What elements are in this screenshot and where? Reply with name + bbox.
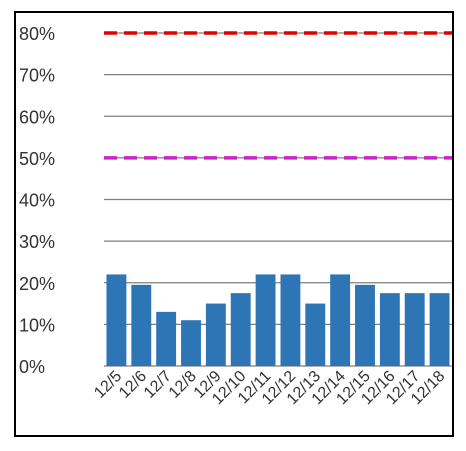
bar xyxy=(355,284,375,366)
y-tick-label: 30% xyxy=(19,232,55,252)
bar-chart: 0% 10% 20% 30% 40% 50% 60% 70% 80% 12/512/612/71… xyxy=(19,24,452,408)
bar xyxy=(106,274,127,366)
bar xyxy=(379,293,400,366)
x-axis-tick-labels: 12/512/612/712/812/912/1012/1112/1212/13… xyxy=(91,368,448,408)
bar xyxy=(404,293,425,366)
bar xyxy=(131,284,152,366)
y-tick-label: 10% xyxy=(19,315,55,335)
bar xyxy=(205,303,226,366)
bars xyxy=(106,274,450,366)
bar xyxy=(230,293,251,366)
chart-frame: 0% 10% 20% 30% 40% 50% 60% 70% 80% 12/5 12/6 12/7 1… xyxy=(14,11,454,437)
y-tick-label: 60% xyxy=(19,107,55,127)
y-tick-label: 80% xyxy=(19,24,55,44)
bar xyxy=(156,311,177,366)
y-axis-tick-labels: 0% 10% 20% 30% 40% 50% 60% 70% 80% xyxy=(19,24,55,377)
bar xyxy=(280,274,301,366)
bar xyxy=(255,274,276,366)
y-tick-label: 50% xyxy=(19,149,55,169)
bar xyxy=(330,274,351,366)
y-tick-label: 40% xyxy=(19,191,55,211)
bar xyxy=(181,320,201,366)
bar xyxy=(305,303,326,366)
y-tick-label: 0% xyxy=(19,357,45,377)
bar xyxy=(429,293,450,366)
reference-lines xyxy=(104,31,452,160)
y-tick-label: 70% xyxy=(19,66,55,86)
y-tick-label: 20% xyxy=(19,274,55,294)
